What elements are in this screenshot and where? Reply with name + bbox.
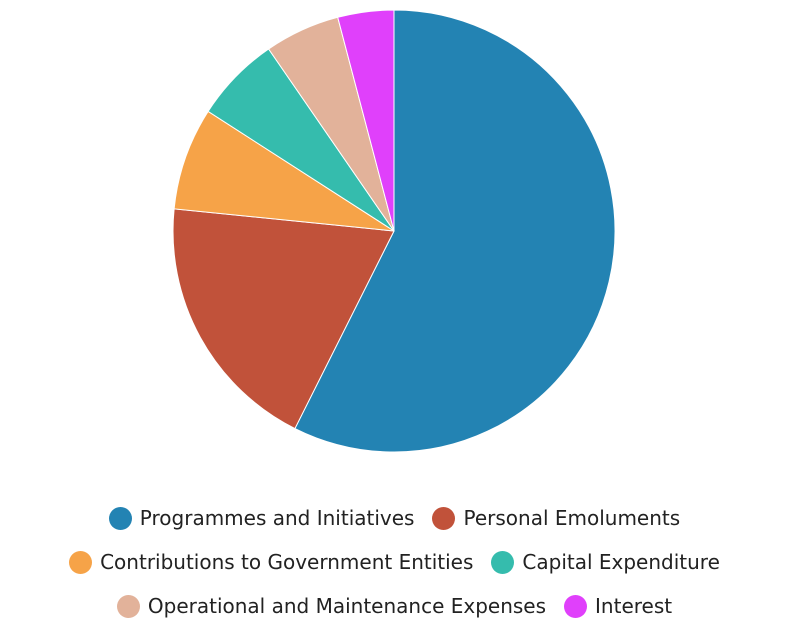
legend-item-personal-emoluments[interactable]: Personal Emoluments xyxy=(432,506,680,530)
chart-legend: Programmes and Initiatives Personal Emol… xyxy=(0,496,789,628)
legend-swatch xyxy=(69,550,93,574)
legend-swatch xyxy=(491,550,515,574)
legend-label: Capital Expenditure xyxy=(522,550,720,574)
legend-label: Personal Emoluments xyxy=(463,506,681,530)
legend-swatch xyxy=(432,506,456,530)
legend-swatch xyxy=(116,594,140,618)
pie-slice-interest[interactable] xyxy=(337,9,395,232)
pie-slice-personal-emoluments[interactable] xyxy=(172,208,395,430)
pie-chart-svg xyxy=(172,9,616,453)
pie-slices xyxy=(172,9,616,453)
pie-slice-programmes-and-initiatives[interactable] xyxy=(294,9,616,453)
legend-item-capital-expenditure[interactable]: Capital Expenditure xyxy=(491,550,720,574)
legend-swatch xyxy=(564,594,588,618)
legend-row: Programmes and Initiatives Personal Emol… xyxy=(100,496,689,540)
legend-label: Interest xyxy=(595,594,673,618)
legend-label: Contributions to Government Entities xyxy=(100,550,474,574)
pie-slice-contributions-to-government-entities[interactable] xyxy=(173,110,395,232)
legend-row: Contributions to Government Entities Cap… xyxy=(60,540,729,584)
legend-label: Programmes and Initiatives xyxy=(139,506,415,530)
legend-swatch xyxy=(108,506,132,530)
legend-item-programmes[interactable]: Programmes and Initiatives xyxy=(108,506,415,530)
legend-item-operational[interactable]: Operational and Maintenance Expenses xyxy=(116,594,547,618)
legend-label: Operational and Maintenance Expenses xyxy=(147,594,547,618)
legend-item-contributions[interactable]: Contributions to Government Entities xyxy=(69,550,473,574)
legend-item-interest[interactable]: Interest xyxy=(564,594,672,618)
legend-row: Operational and Maintenance Expenses Int… xyxy=(108,584,681,628)
